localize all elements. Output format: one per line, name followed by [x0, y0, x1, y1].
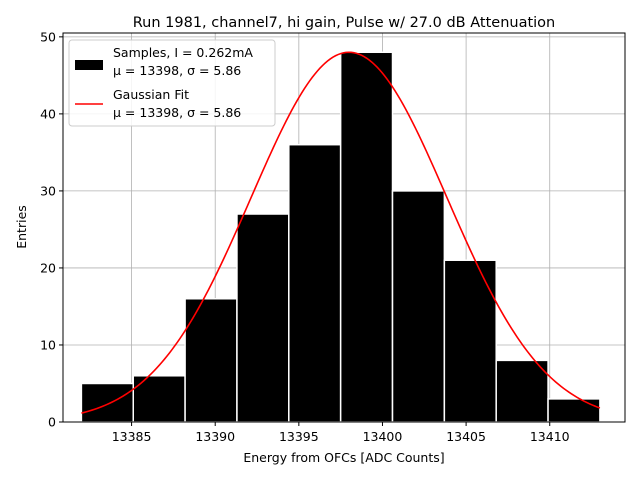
histogram-bar-8 [495, 359, 549, 423]
legend-swatch-samples [75, 60, 103, 70]
histogram-bar-4 [288, 143, 342, 423]
histogram-bar-9 [547, 398, 601, 423]
y-tick-label-4: 40 [40, 106, 56, 121]
histogram-bar-7 [443, 259, 497, 423]
x-axis-ticks: 13385 13390 13395 13400 13405 13410 [112, 422, 570, 444]
legend: Samples, I = 0.262mA μ = 13398, σ = 5.86… [68, 39, 276, 127]
legend-box [68, 39, 276, 127]
gaussian-fit-line [81, 51, 601, 414]
x-tick-label-4: 13405 [446, 429, 486, 444]
gaussian-fit-layer [81, 51, 601, 414]
y-tick-label-0: 0 [48, 415, 56, 430]
histogram-bar-3 [236, 213, 290, 423]
y-tick-label-3: 30 [40, 183, 56, 198]
x-tick-label-3: 13400 [363, 429, 403, 444]
histogram-bars [80, 51, 601, 423]
y-tick-label-5: 50 [40, 29, 56, 44]
y-axis-label: Entries [14, 205, 29, 249]
histogram-bar-1 [132, 375, 186, 423]
legend-stats-samples: μ = 13398, σ = 5.86 [113, 63, 241, 78]
chart-title: Run 1981, channel7, hi gain, Pulse w/ 27… [133, 15, 556, 31]
y-axis-ticks: 0 10 20 30 40 50 [40, 29, 63, 430]
x-tick-label-0: 13385 [112, 429, 152, 444]
histogram-bar-5 [339, 51, 394, 423]
x-tick-label-5: 13410 [530, 429, 570, 444]
histogram-bar-6 [391, 190, 446, 423]
legend-label-samples: Samples, I = 0.262mA [113, 45, 253, 60]
x-tick-label-1: 13390 [195, 429, 235, 444]
histogram-bar-0 [80, 382, 134, 423]
y-tick-label-1: 10 [40, 337, 56, 352]
legend-stats-fit: μ = 13398, σ = 5.86 [113, 105, 241, 120]
x-tick-label-2: 13395 [279, 429, 319, 444]
x-axis-label: Energy from OFCs [ADC Counts] [243, 450, 444, 465]
plot-frame [62, 32, 626, 423]
y-tick-label-2: 20 [40, 260, 56, 275]
legend-label-fit: Gaussian Fit [113, 87, 189, 102]
